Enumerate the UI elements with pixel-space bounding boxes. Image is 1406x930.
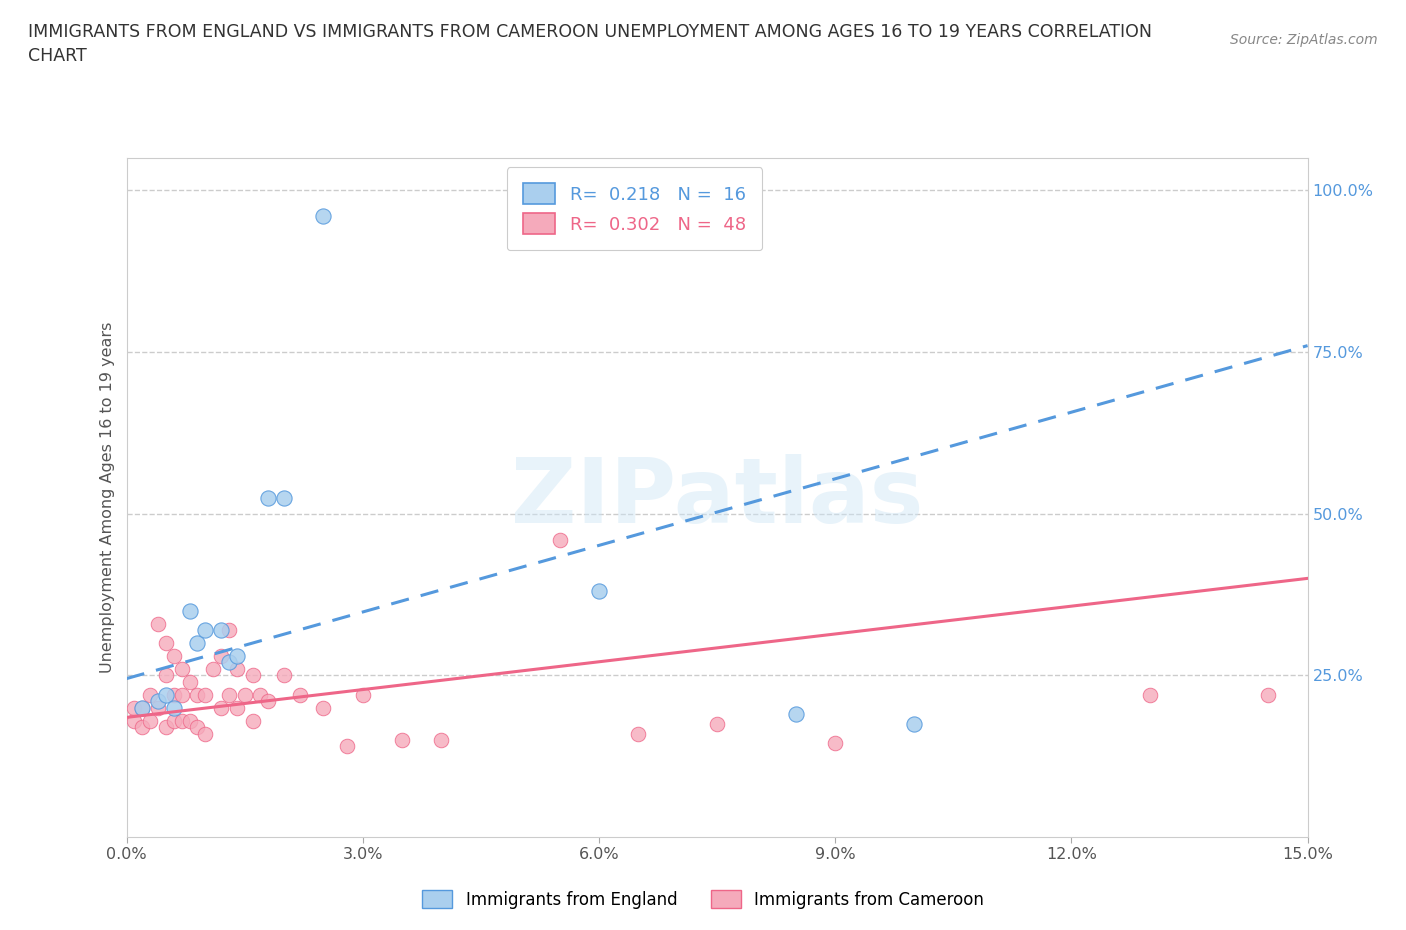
Point xyxy=(233,687,256,702)
Point xyxy=(124,713,146,728)
Point xyxy=(170,713,193,728)
Text: ZIPatlas: ZIPatlas xyxy=(510,454,924,541)
Point xyxy=(288,687,311,702)
Point xyxy=(225,700,247,715)
Point xyxy=(179,713,201,728)
Point xyxy=(170,687,193,702)
Point xyxy=(155,635,177,650)
Point xyxy=(194,726,217,741)
Point xyxy=(124,700,146,715)
Point xyxy=(146,700,169,715)
Legend: R=  0.218   N =  16, R=  0.302   N =  48: R= 0.218 N = 16, R= 0.302 N = 48 xyxy=(506,167,762,250)
Point xyxy=(179,674,201,689)
Point xyxy=(155,720,177,735)
Point xyxy=(903,716,925,731)
Point xyxy=(1257,687,1279,702)
Point xyxy=(194,623,217,638)
Point xyxy=(312,209,335,224)
Text: IMMIGRANTS FROM ENGLAND VS IMMIGRANTS FROM CAMEROON UNEMPLOYMENT AMONG AGES 16 T: IMMIGRANTS FROM ENGLAND VS IMMIGRANTS FR… xyxy=(28,23,1152,65)
Point xyxy=(785,707,807,722)
Point xyxy=(155,668,177,683)
Point xyxy=(225,648,247,663)
Point xyxy=(186,720,208,735)
Point xyxy=(139,687,162,702)
Point xyxy=(194,687,217,702)
Point xyxy=(202,661,225,676)
Point xyxy=(391,733,413,748)
Point xyxy=(163,700,186,715)
Point xyxy=(1139,687,1161,702)
Point xyxy=(179,604,201,618)
Point xyxy=(163,648,186,663)
Point xyxy=(273,490,295,505)
Point xyxy=(218,687,240,702)
Point xyxy=(163,687,186,702)
Point xyxy=(430,733,453,748)
Point xyxy=(186,635,208,650)
Point xyxy=(242,668,264,683)
Point xyxy=(548,532,571,547)
Point xyxy=(146,617,169,631)
Point xyxy=(588,584,610,599)
Point xyxy=(163,713,186,728)
Point xyxy=(131,720,153,735)
Point xyxy=(186,687,208,702)
Point xyxy=(225,661,247,676)
Point xyxy=(273,668,295,683)
Point xyxy=(249,687,271,702)
Point xyxy=(209,623,232,638)
Point xyxy=(312,700,335,715)
Y-axis label: Unemployment Among Ages 16 to 19 years: Unemployment Among Ages 16 to 19 years xyxy=(100,322,115,673)
Point xyxy=(218,655,240,670)
Point xyxy=(257,490,280,505)
Text: Source: ZipAtlas.com: Source: ZipAtlas.com xyxy=(1230,33,1378,46)
Point xyxy=(242,713,264,728)
Point xyxy=(131,700,153,715)
Point xyxy=(336,739,359,754)
Point xyxy=(627,726,650,741)
Point xyxy=(209,700,232,715)
Point xyxy=(155,687,177,702)
Point xyxy=(706,716,728,731)
Point xyxy=(218,623,240,638)
Point xyxy=(824,736,846,751)
Legend: Immigrants from England, Immigrants from Cameroon: Immigrants from England, Immigrants from… xyxy=(413,882,993,917)
Point xyxy=(257,694,280,709)
Point xyxy=(209,648,232,663)
Point xyxy=(139,713,162,728)
Point xyxy=(170,661,193,676)
Point xyxy=(131,700,153,715)
Point xyxy=(146,694,169,709)
Point xyxy=(352,687,374,702)
